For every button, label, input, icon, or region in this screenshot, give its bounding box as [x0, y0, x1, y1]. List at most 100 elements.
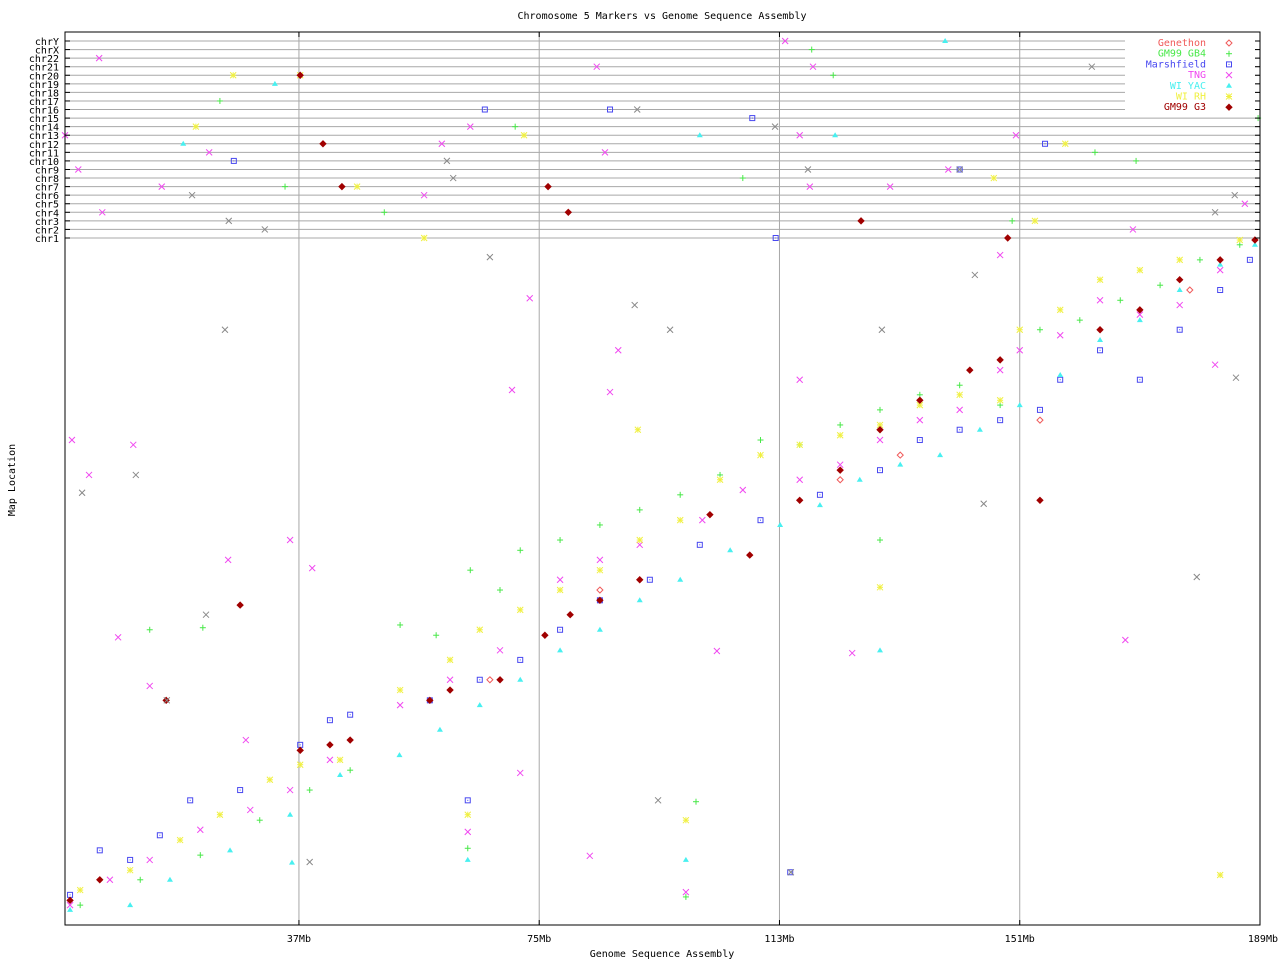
marker-stroke: [586, 852, 594, 860]
marker-stroke: [76, 886, 84, 894]
off-chromosome-point-gm99-g3: [338, 182, 346, 191]
off-chromosome-point-tng: [796, 131, 804, 139]
marker-shape: [696, 132, 703, 138]
point-wi-rh: [956, 391, 964, 399]
legend-marker: [1226, 82, 1232, 88]
point-wi-yac: [1097, 337, 1104, 343]
marker-shape: [1216, 256, 1224, 264]
point-marshfield: [1057, 376, 1064, 383]
marker-dot: [479, 679, 481, 681]
legend-background: [1125, 35, 1255, 116]
chromosome-label: chr15: [29, 114, 59, 125]
marker-stroke: [601, 148, 609, 156]
marker-stroke: [481, 106, 488, 113]
marker-stroke: [196, 826, 204, 834]
off-chromosome-point-wi-rh: [420, 234, 428, 242]
marker-stroke: [633, 106, 641, 113]
marker-dot: [1219, 289, 1221, 291]
marker-shape: [1097, 337, 1104, 343]
point-marshfield: [127, 856, 134, 863]
point-tng: [1136, 311, 1144, 319]
point-tng: [796, 376, 804, 384]
off-chromosome-point-wi-rh: [1061, 140, 1069, 148]
point-unlabeled: [132, 471, 140, 479]
point-marshfield: [696, 541, 703, 548]
off-chromosome-point-gm99-gb4: [830, 72, 837, 79]
point-wi-rh: [1176, 256, 1184, 264]
marker-stroke: [520, 131, 528, 139]
marker-stroke: [176, 836, 184, 844]
point-tng: [196, 826, 204, 834]
marker-shape: [67, 906, 74, 912]
point-genethon: [486, 676, 494, 684]
point-unlabeled: [1193, 573, 1201, 581]
point-tng: [246, 806, 254, 814]
point-marshfield: [237, 787, 244, 794]
point-tng: [996, 251, 1004, 259]
point-tng: [446, 676, 454, 684]
point-wi-yac: [1136, 317, 1143, 323]
marker-stroke: [1193, 573, 1201, 581]
point-wi-rh: [996, 396, 1004, 404]
marker-shape: [1136, 306, 1144, 314]
marker-stroke: [757, 517, 764, 524]
marker-shape: [496, 676, 504, 684]
marker-shape: [966, 366, 974, 374]
marker-shape: [876, 426, 884, 434]
off-chromosome-point-tng: [809, 63, 817, 71]
marker-stroke: [1226, 61, 1232, 68]
marker-shape: [541, 631, 549, 639]
point-marshfield: [877, 467, 884, 474]
point-wi-rh: [126, 866, 134, 874]
marker-stroke: [486, 253, 494, 261]
point-marshfield: [96, 847, 103, 854]
marker-stroke: [237, 787, 244, 794]
marker-shape: [319, 140, 327, 148]
marker-shape: [836, 476, 844, 484]
marker-stroke: [804, 166, 812, 173]
marker-stroke: [163, 696, 171, 704]
marker-stroke: [836, 461, 844, 469]
marker-stroke: [158, 183, 166, 190]
point-tng: [956, 406, 964, 414]
point-tng: [146, 856, 154, 864]
point-tng: [848, 649, 856, 657]
marker-stroke: [806, 183, 814, 190]
point-wi-rh: [396, 686, 404, 694]
marker-stroke: [654, 796, 662, 804]
point-tng: [286, 536, 294, 544]
marker-shape: [832, 132, 839, 138]
marker-stroke: [1231, 191, 1239, 199]
marker-stroke: [1136, 266, 1144, 274]
marker-shape: [677, 576, 684, 582]
point-wi-yac: [1016, 402, 1023, 408]
marker-shape: [727, 547, 734, 553]
point-gm99-g3: [566, 610, 574, 619]
off-chromosome-point-marshfield: [1042, 140, 1049, 147]
chromosome-label: chr1: [35, 234, 59, 245]
marker-dot: [879, 469, 881, 471]
marker-stroke: [1096, 276, 1104, 284]
marker-shape: [916, 396, 924, 404]
marker-stroke: [229, 71, 237, 79]
point-marshfield: [187, 797, 194, 804]
marker-stroke: [526, 294, 534, 302]
marker-shape: [66, 896, 74, 905]
off-chromosome-point-gm99-g3: [564, 208, 572, 217]
point-gm99-gb4: [693, 798, 700, 805]
marker-stroke: [836, 431, 844, 439]
point-marshfield: [997, 417, 1004, 424]
marker-stroke: [757, 451, 764, 459]
legend-marker: [1225, 93, 1233, 100]
point-unlabeled: [980, 500, 988, 508]
off-chromosome-point-unlabeled: [771, 123, 779, 131]
marker-shape: [636, 576, 644, 584]
marker-dot: [467, 799, 469, 801]
off-chromosome-point-marshfield: [749, 115, 756, 122]
marker-stroke: [1136, 311, 1144, 319]
marker-shape: [517, 676, 524, 682]
marker-dot: [1228, 63, 1230, 65]
off-chromosome-point-unlabeled: [633, 106, 641, 113]
marker-stroke: [646, 576, 653, 583]
